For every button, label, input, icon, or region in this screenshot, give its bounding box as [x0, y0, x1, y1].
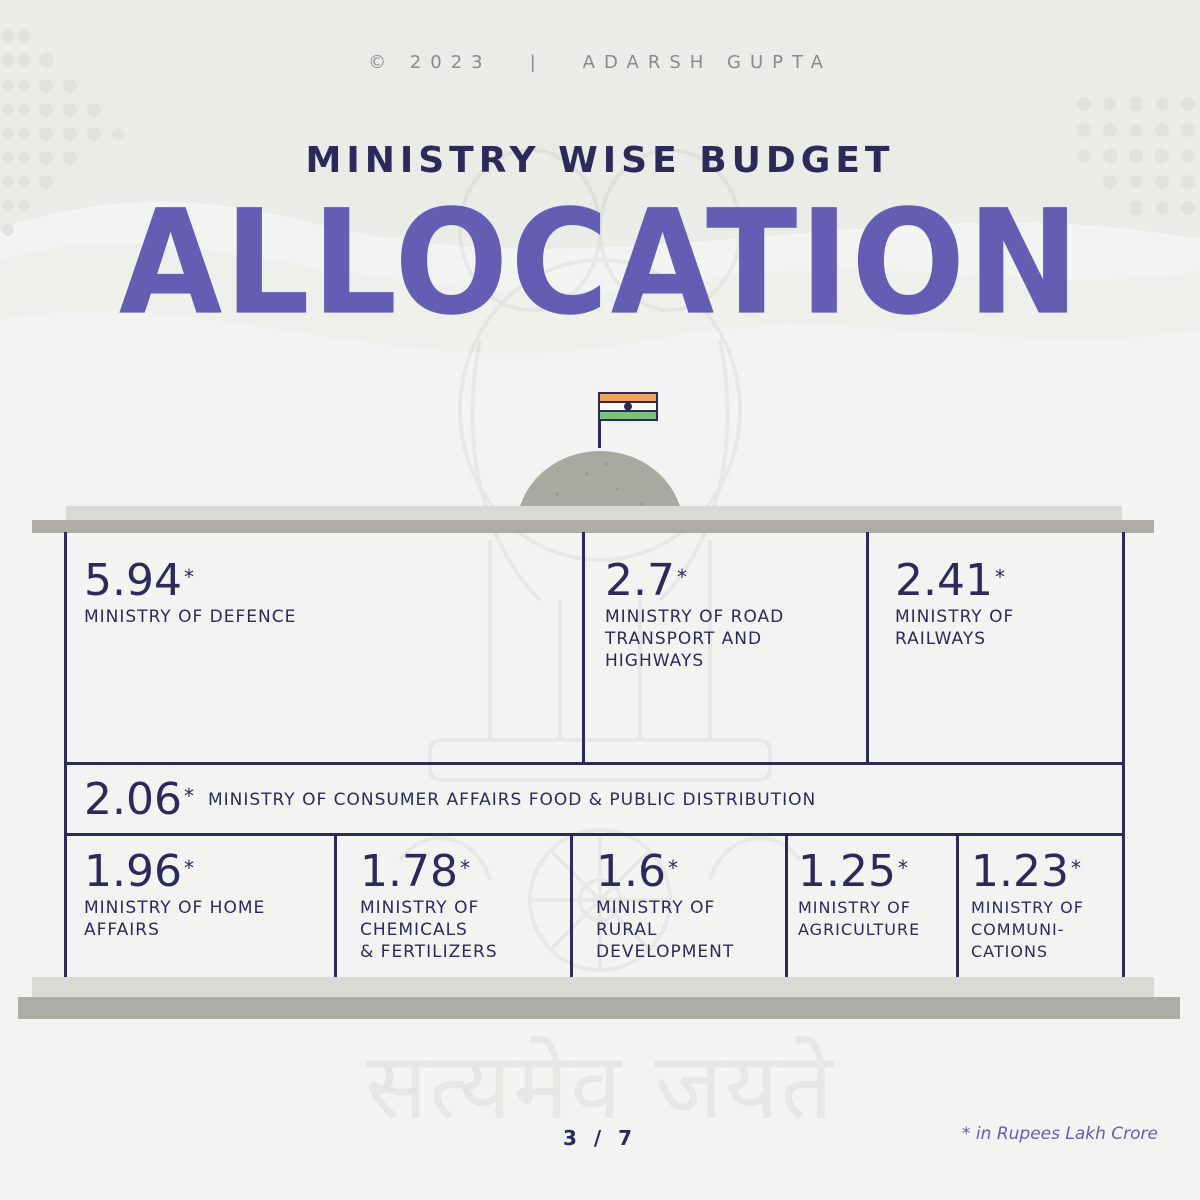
copyright-line: © 2023 | ADARSH GUPTA	[0, 52, 1200, 73]
value-number: 1.96	[84, 846, 182, 897]
ministry-label: MINISTRY OF CHEMICALS & FERTILIZERS	[360, 898, 498, 962]
value-asterisk: *	[667, 856, 678, 880]
grid-line	[64, 532, 67, 978]
value-asterisk: *	[897, 856, 908, 880]
value-asterisk: *	[183, 856, 194, 880]
grid-line	[785, 833, 788, 978]
units-footnote: * in Rupees Lakh Crore	[962, 1124, 1158, 1144]
author-name: ADARSH GUPTA	[582, 52, 832, 73]
ministry-value: 5.94 *	[84, 556, 296, 606]
grid-line	[582, 532, 585, 762]
ministry-value: 1.78 *	[360, 847, 498, 897]
ministry-cell-railways: 2.41 * MINISTRY OF RAILWAYS	[895, 556, 1014, 650]
value-asterisk: *	[1070, 856, 1081, 880]
ministry-value: 1.96 *	[84, 847, 265, 897]
value-asterisk: *	[183, 784, 194, 808]
ministry-cell-defence: 5.94 * MINISTRY OF DEFENCE	[84, 556, 296, 628]
ministry-label: MINISTRY OF CONSUMER AFFAIRS FOOD & PUBL…	[207, 790, 817, 810]
ministry-label: MINISTRY OF HOME AFFAIRS	[84, 898, 266, 940]
ministry-cell-agriculture: 1.25 * MINISTRY OF AGRICULTURE	[798, 847, 920, 941]
roof-top	[66, 506, 1122, 521]
ministry-value: 2.06 *	[84, 775, 194, 825]
copyright-text: © 2023	[368, 52, 492, 73]
ministry-label: MINISTRY OF RURAL DEVELOPMENT	[596, 898, 735, 962]
roof-beam	[32, 520, 1154, 533]
ministry-cell-consumer-affairs: 2.06 * MINISTRY OF CONSUMER AFFAIRS FOOD …	[84, 775, 816, 825]
background-swoosh	[0, 0, 1200, 354]
value-asterisk: *	[183, 565, 194, 589]
ministry-label: MINISTRY OF COMMUNI- CATIONS	[971, 898, 1084, 961]
grid-line	[570, 833, 573, 978]
page-title: ALLOCATION	[118, 178, 1082, 348]
value-number: 1.6	[596, 846, 666, 897]
grid-line	[1122, 532, 1125, 978]
ministry-value: 1.23 *	[971, 847, 1084, 897]
ministry-label: MINISTRY OF RAILWAYS	[895, 607, 1015, 649]
motto-watermark: सत्यमेव जयते	[365, 1033, 835, 1140]
grid-line	[956, 833, 959, 978]
ashoka-emblem-icon	[398, 148, 802, 972]
dot-pattern-icon	[2, 30, 124, 236]
india-flag-icon	[598, 392, 658, 448]
grid-line	[334, 833, 337, 978]
value-asterisk: *	[459, 856, 470, 880]
ministry-cell-home-affairs: 1.96 * MINISTRY OF HOME AFFAIRS	[84, 847, 265, 941]
ministry-cell-rural-development: 1.6 * MINISTRY OF RURAL DEVELOPMENT	[596, 847, 734, 963]
value-number: 1.25	[798, 846, 896, 897]
grid-line	[866, 532, 869, 762]
ministry-grid: 5.94 * MINISTRY OF DEFENCE 2.7 * MINISTRY …	[64, 532, 1126, 978]
ministry-cell-road-transport: 2.7 * MINISTRY OF ROAD TRANSPORT AND HIGH…	[605, 556, 784, 672]
ministry-value: 1.25 *	[798, 847, 920, 897]
ministry-value: 2.41 *	[895, 556, 1014, 606]
value-number: 1.23	[971, 846, 1069, 897]
ministry-cell-communications: 1.23 * MINISTRY OF COMMUNI- CATIONS	[971, 847, 1084, 963]
value-asterisk: *	[676, 565, 687, 589]
ministry-label: MINISTRY OF ROAD TRANSPORT AND HIGHWAYS	[605, 607, 785, 671]
header-separator: |	[529, 52, 545, 73]
dot-pattern-icon	[1077, 97, 1195, 215]
page-indicator: 3 / 7	[562, 1126, 638, 1150]
value-number: 2.06	[84, 774, 182, 825]
base-top	[32, 977, 1154, 998]
value-number: 2.7	[605, 555, 675, 606]
value-number: 2.41	[895, 555, 993, 606]
ministry-value: 1.6 *	[596, 847, 734, 897]
value-asterisk: *	[994, 565, 1005, 589]
grid-line	[64, 833, 1125, 836]
ministry-value: 2.7 *	[605, 556, 784, 606]
base-beam	[18, 997, 1180, 1019]
value-number: 5.94	[84, 555, 182, 606]
ministry-label: MINISTRY OF DEFENCE	[84, 607, 297, 627]
value-number: 1.78	[360, 846, 458, 897]
ministry-cell-chemicals: 1.78 * MINISTRY OF CHEMICALS & FERTILIZER…	[360, 847, 498, 963]
ministry-label: MINISTRY OF AGRICULTURE	[798, 898, 921, 939]
grid-line	[64, 762, 1125, 765]
page-subtitle: MINISTRY WISE BUDGET	[305, 140, 895, 181]
